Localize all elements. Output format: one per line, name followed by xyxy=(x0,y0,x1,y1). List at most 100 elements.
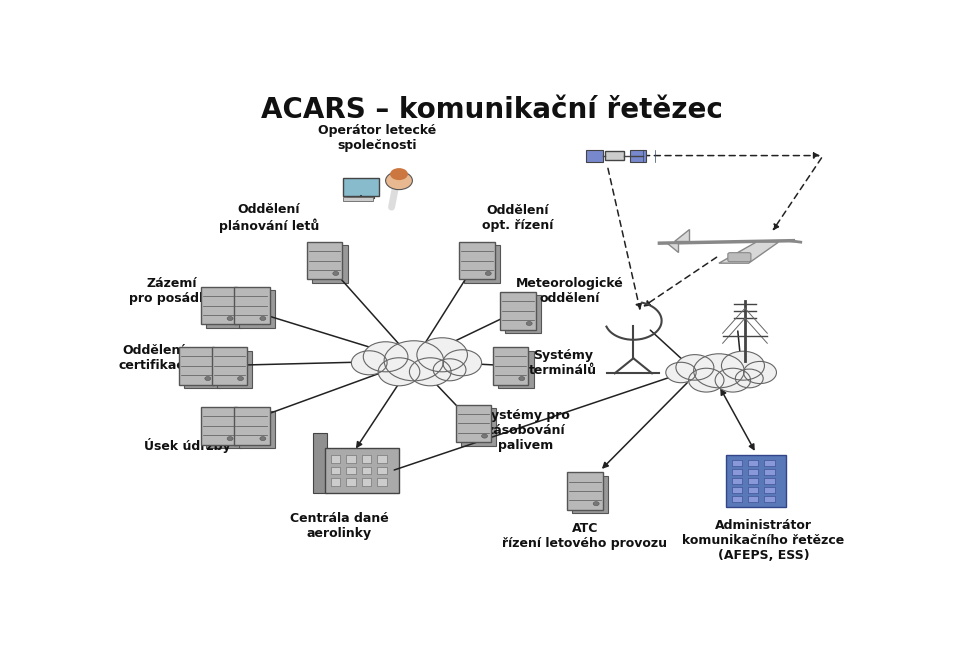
Text: ACARS – komunikační řetězec: ACARS – komunikační řetězec xyxy=(261,96,723,124)
FancyBboxPatch shape xyxy=(344,196,372,201)
Circle shape xyxy=(378,358,420,386)
FancyBboxPatch shape xyxy=(347,456,356,463)
Text: Systémy
terminálů: Systémy terminálů xyxy=(529,349,597,377)
FancyBboxPatch shape xyxy=(239,291,275,328)
Circle shape xyxy=(390,168,408,180)
FancyBboxPatch shape xyxy=(201,407,237,445)
Text: Úsek údržby: Úsek údržby xyxy=(144,438,230,453)
FancyBboxPatch shape xyxy=(377,456,387,463)
FancyBboxPatch shape xyxy=(748,487,758,493)
FancyBboxPatch shape xyxy=(492,347,528,385)
FancyBboxPatch shape xyxy=(727,454,786,507)
FancyBboxPatch shape xyxy=(324,448,399,493)
FancyBboxPatch shape xyxy=(201,287,237,324)
FancyBboxPatch shape xyxy=(748,460,758,466)
FancyBboxPatch shape xyxy=(732,460,742,466)
FancyBboxPatch shape xyxy=(234,287,270,324)
FancyBboxPatch shape xyxy=(764,460,775,466)
Text: Operátor letecké
spolеčnosti: Operátor letecké spolеčnosti xyxy=(318,124,436,152)
FancyBboxPatch shape xyxy=(764,487,775,493)
Circle shape xyxy=(688,369,724,392)
Text: Oddělení
certifikací: Oddělení certifikací xyxy=(118,344,188,372)
FancyBboxPatch shape xyxy=(307,242,343,280)
FancyBboxPatch shape xyxy=(344,178,379,196)
Text: Oddělení
opt. řízení: Oddělení opt. řízení xyxy=(482,204,554,232)
Circle shape xyxy=(333,272,339,276)
Circle shape xyxy=(593,502,599,506)
Polygon shape xyxy=(674,229,689,240)
FancyBboxPatch shape xyxy=(184,350,220,388)
FancyBboxPatch shape xyxy=(377,467,387,474)
FancyBboxPatch shape xyxy=(206,411,242,448)
FancyBboxPatch shape xyxy=(572,476,608,514)
Circle shape xyxy=(694,354,744,388)
FancyBboxPatch shape xyxy=(630,150,646,162)
Circle shape xyxy=(744,361,777,384)
FancyBboxPatch shape xyxy=(206,291,242,328)
FancyBboxPatch shape xyxy=(748,469,758,475)
FancyBboxPatch shape xyxy=(606,151,624,160)
Circle shape xyxy=(260,317,266,320)
FancyBboxPatch shape xyxy=(587,150,603,162)
Text: Administrátor
komunikačního řetězce
(AFEPS, ESS): Administrátor komunikačního řetězce (AFE… xyxy=(683,519,845,562)
FancyBboxPatch shape xyxy=(748,478,758,484)
Circle shape xyxy=(486,272,492,276)
Text: Meteorologické
oddělení: Meteorologické oddělení xyxy=(516,277,624,305)
Text: Zázemí
pro posádky: Zázemí pro posádky xyxy=(129,277,215,305)
FancyBboxPatch shape xyxy=(732,469,742,475)
FancyBboxPatch shape xyxy=(330,478,340,486)
Circle shape xyxy=(526,322,532,326)
Text: Oddělení
plánování letů: Oddělení plánování letů xyxy=(219,203,319,233)
FancyBboxPatch shape xyxy=(211,347,248,385)
FancyBboxPatch shape xyxy=(465,246,500,283)
Circle shape xyxy=(409,358,451,386)
FancyBboxPatch shape xyxy=(461,408,496,446)
Circle shape xyxy=(722,351,764,380)
Circle shape xyxy=(237,376,244,380)
Circle shape xyxy=(363,342,408,372)
Circle shape xyxy=(386,172,413,190)
Circle shape xyxy=(518,376,525,380)
Circle shape xyxy=(715,369,751,392)
FancyBboxPatch shape xyxy=(179,347,214,385)
Circle shape xyxy=(384,341,444,381)
FancyBboxPatch shape xyxy=(567,472,603,510)
FancyBboxPatch shape xyxy=(500,292,536,330)
FancyBboxPatch shape xyxy=(313,434,326,493)
Text: Centrála dané
aerolinky: Centrála dané aerolinky xyxy=(290,512,389,540)
FancyBboxPatch shape xyxy=(362,456,372,463)
FancyBboxPatch shape xyxy=(239,411,275,448)
FancyBboxPatch shape xyxy=(732,478,742,484)
Polygon shape xyxy=(719,242,779,263)
FancyBboxPatch shape xyxy=(347,478,356,486)
Circle shape xyxy=(666,362,696,383)
FancyBboxPatch shape xyxy=(362,467,372,474)
Circle shape xyxy=(351,351,387,375)
FancyBboxPatch shape xyxy=(234,407,270,445)
Text: Systémy pro
zásobování
palivem: Systémy pro zásobování palivem xyxy=(482,410,569,452)
FancyBboxPatch shape xyxy=(377,478,387,486)
FancyBboxPatch shape xyxy=(505,296,541,333)
Circle shape xyxy=(204,376,211,380)
Circle shape xyxy=(482,434,488,438)
FancyBboxPatch shape xyxy=(764,469,775,475)
FancyBboxPatch shape xyxy=(748,496,758,502)
FancyBboxPatch shape xyxy=(732,496,742,502)
FancyBboxPatch shape xyxy=(732,487,742,493)
Text: ATC
řízení letového provozu: ATC řízení letového provozu xyxy=(502,522,667,550)
FancyBboxPatch shape xyxy=(312,246,348,283)
FancyBboxPatch shape xyxy=(459,242,495,280)
Circle shape xyxy=(228,437,233,441)
Circle shape xyxy=(260,437,266,441)
FancyBboxPatch shape xyxy=(362,478,372,486)
FancyBboxPatch shape xyxy=(217,350,252,388)
Circle shape xyxy=(735,369,763,388)
FancyBboxPatch shape xyxy=(456,404,492,442)
Circle shape xyxy=(433,359,466,381)
FancyBboxPatch shape xyxy=(330,456,340,463)
FancyBboxPatch shape xyxy=(498,350,534,388)
FancyBboxPatch shape xyxy=(728,253,751,262)
FancyBboxPatch shape xyxy=(347,467,356,474)
FancyBboxPatch shape xyxy=(764,496,775,502)
Circle shape xyxy=(443,350,482,376)
